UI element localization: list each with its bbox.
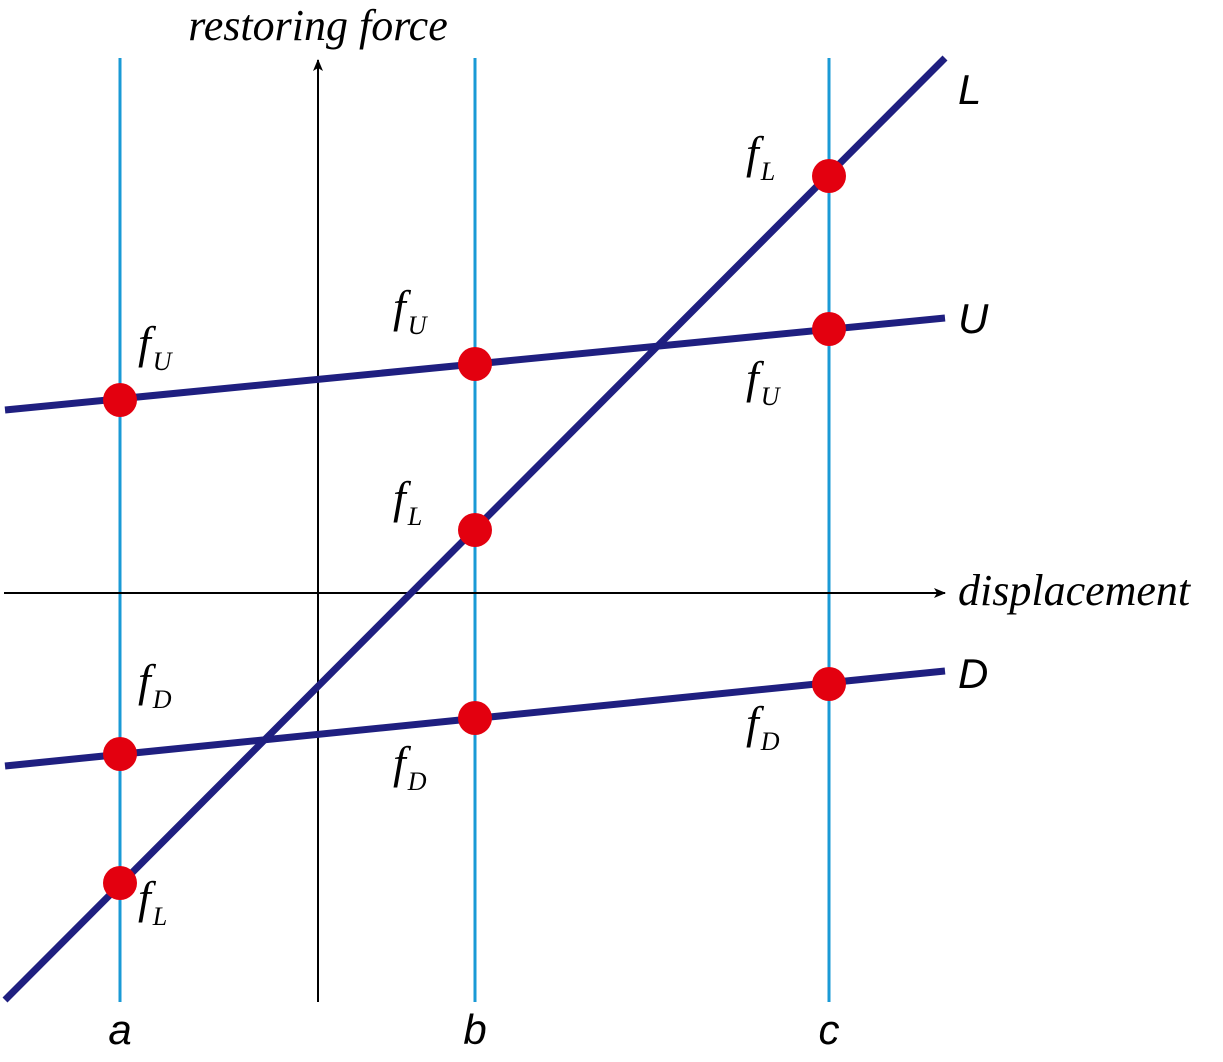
point-subscript: D xyxy=(152,685,172,714)
point-subscript: U xyxy=(761,382,782,411)
intersection-point xyxy=(812,312,846,346)
point-subscript: D xyxy=(407,767,427,796)
point-label: fU xyxy=(393,281,429,340)
line-label: L xyxy=(958,66,981,113)
intersection-point xyxy=(458,513,492,547)
column-label: a xyxy=(108,1006,131,1053)
intersection-point xyxy=(103,383,137,417)
intersection-point xyxy=(812,667,846,701)
intersection-point xyxy=(103,737,137,771)
point-subscript: D xyxy=(760,727,780,756)
point-label: fD xyxy=(393,737,427,796)
x-axis-label: displacement xyxy=(958,566,1192,615)
intersection-point xyxy=(103,866,137,900)
intersection-point xyxy=(458,701,492,735)
point-label: fD xyxy=(138,655,172,714)
intersection-point xyxy=(812,159,846,193)
line-label: U xyxy=(958,295,989,342)
line-label: D xyxy=(958,650,988,697)
point-subscript: L xyxy=(152,902,167,931)
point-label: fL xyxy=(746,127,775,186)
point-label: fU xyxy=(138,317,174,376)
point-label: fL xyxy=(138,872,167,931)
point-subscript: U xyxy=(153,347,174,376)
point-subscript: U xyxy=(408,311,429,340)
y-axis-label: restoring force xyxy=(188,1,448,50)
intersection-point xyxy=(458,347,492,381)
column-label: c xyxy=(819,1006,840,1053)
point-subscript: L xyxy=(407,502,422,531)
point-label: fU xyxy=(746,352,782,411)
point-subscript: L xyxy=(760,157,775,186)
point-label: fL xyxy=(393,472,422,531)
point-label: fD xyxy=(746,697,780,756)
column-label: b xyxy=(463,1006,486,1053)
